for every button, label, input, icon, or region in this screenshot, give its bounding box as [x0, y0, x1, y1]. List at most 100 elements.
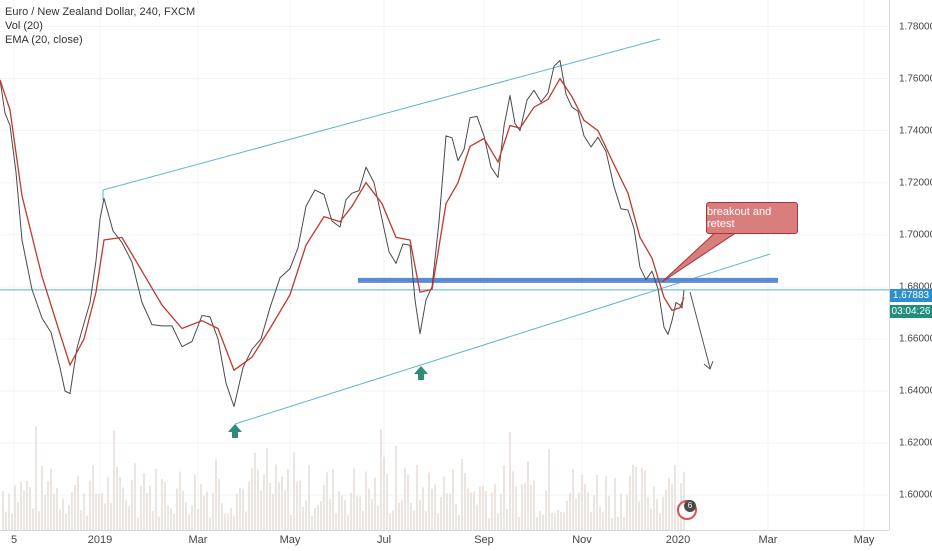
volume-bar: [527, 461, 529, 530]
x-tick-label: Mar: [188, 534, 208, 546]
volume-bar: [344, 499, 346, 530]
volume-bar: [227, 513, 229, 530]
volume-bar: [671, 483, 673, 530]
volume-bar: [608, 496, 610, 530]
volume-bar: [518, 516, 520, 530]
volume-bar: [626, 494, 628, 530]
chart-plot[interactable]: [0, 0, 889, 530]
volume-bar: [374, 477, 376, 530]
volume-bar: [620, 493, 622, 530]
volume-bar: [677, 504, 679, 530]
volume-bar: [605, 476, 607, 530]
volume-bar: [419, 499, 421, 530]
volume-bar: [116, 467, 118, 530]
events-count-badge: 6: [684, 500, 696, 512]
volume-bar: [410, 502, 412, 530]
volume-bar: [602, 512, 604, 530]
x-tick-label: 2020: [665, 534, 691, 546]
volume-bar: [68, 504, 70, 530]
volume-bar: [542, 514, 544, 530]
volume-bar: [44, 494, 46, 530]
volume-bar: [506, 508, 508, 530]
volume-bar: [203, 495, 205, 530]
volume-bar: [455, 504, 457, 530]
volume-bar: [125, 500, 127, 530]
volume-bar: [29, 487, 31, 530]
volume-bar: [341, 495, 343, 530]
volume-bar: [224, 513, 226, 530]
volume-bar: [491, 492, 493, 530]
volume-bar: [194, 474, 196, 530]
y-tick-label: 1.72000: [899, 177, 932, 189]
volume-bar: [452, 469, 454, 530]
volume-bar: [470, 492, 472, 530]
x-tick-label: 5: [10, 534, 18, 546]
volume-bar: [269, 483, 271, 530]
volume-bar: [158, 516, 160, 530]
y-tick-label: 1.70000: [899, 229, 932, 241]
volume-bar: [593, 494, 595, 530]
volume-bar: [242, 488, 244, 530]
volume-bar: [578, 492, 580, 530]
volume-bar: [86, 515, 88, 530]
volume-bar: [278, 482, 280, 530]
up-arrow-icon: [414, 366, 428, 380]
volume-bar: [260, 490, 262, 530]
volume-bar: [104, 503, 106, 530]
volume-bar: [653, 486, 655, 530]
volume-bar: [170, 508, 172, 530]
volume-bar: [443, 476, 445, 530]
legend-symbol[interactable]: Euro / New Zealand Dollar, 240, FXCM: [5, 6, 196, 18]
volume-bar: [128, 506, 130, 530]
volume-bar: [656, 499, 658, 530]
volume-bar: [338, 491, 340, 530]
volume-bar: [353, 468, 355, 530]
volume-bar: [422, 487, 424, 530]
upper-channel-line: [102, 38, 661, 191]
y-tick-label: 1.60000: [899, 489, 932, 501]
volume-bar: [74, 484, 76, 530]
legend-ema[interactable]: EMA (20, close): [5, 34, 83, 46]
x-tick-label: Mar: [758, 534, 778, 546]
x-tick-label: 2019: [87, 534, 113, 546]
volume-bar: [638, 501, 640, 530]
volume-bar: [8, 493, 10, 530]
volume-bar: [308, 465, 310, 530]
volume-bar: [209, 517, 211, 530]
volume-bar: [377, 505, 379, 530]
volume-bar: [380, 429, 382, 530]
volume-bar: [530, 485, 532, 530]
volume-bar: [479, 486, 481, 530]
volume-bar: [347, 514, 349, 530]
volume-bar: [263, 474, 265, 530]
annotation-callout[interactable]: breakout and retest: [706, 202, 798, 234]
volume-bar: [635, 466, 637, 530]
volume-bar: [161, 479, 163, 530]
volume-bar: [239, 488, 241, 530]
volume-bar: [437, 513, 439, 530]
volume-bar: [155, 468, 157, 530]
chart-legend: Euro / New Zealand Dollar, 240, FXCM Vol…: [5, 5, 195, 47]
price-axis[interactable]: 1.78000 1.76000 1.74000 1.72000 1.70000 1.680…: [889, 0, 932, 530]
volume-bar: [365, 471, 367, 530]
volume-bar: [47, 481, 49, 530]
volume-bar: [545, 490, 547, 530]
volume-bar: [458, 515, 460, 530]
volume-bar: [569, 492, 571, 530]
time-axis[interactable]: 5 2019 Mar May Jul Sep Nov 2020 Mar May: [0, 530, 889, 551]
volume-bar: [185, 502, 187, 530]
volume-bar: [557, 509, 559, 530]
volume-bar: [521, 484, 523, 530]
volume-bar: [362, 511, 364, 530]
volume-bar: [623, 517, 625, 530]
volume-bar: [134, 463, 136, 530]
volume-bar: [464, 473, 466, 530]
legend-volume[interactable]: Vol (20): [5, 20, 43, 32]
volume-bar: [32, 508, 34, 530]
volume-bar: [221, 503, 223, 530]
volume-bar: [407, 474, 409, 530]
x-tick-label: Nov: [572, 534, 592, 546]
volume-bar: [476, 504, 478, 530]
volume-bar: [191, 505, 193, 530]
